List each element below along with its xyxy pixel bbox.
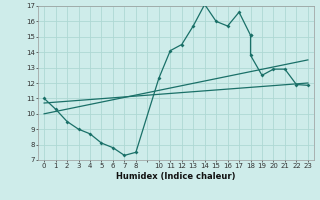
X-axis label: Humidex (Indice chaleur): Humidex (Indice chaleur) (116, 172, 236, 181)
